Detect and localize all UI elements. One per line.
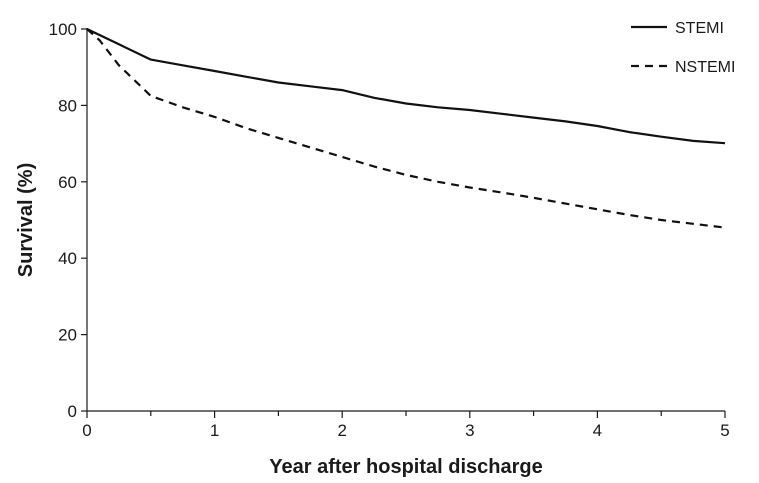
y-tick-label: 20 (58, 326, 77, 345)
legend: STEMI NSTEMI (631, 20, 735, 76)
x-tick-label: 0 (82, 421, 91, 440)
series-line-nstemi (86, 28, 726, 229)
series-line-stemi (86, 28, 726, 145)
x-axis-title: Year after hospital discharge (269, 456, 542, 478)
x-tick-label: 5 (720, 421, 729, 440)
x-tick-label: 2 (337, 421, 346, 440)
legend-label-nstemi: NSTEMI (675, 59, 735, 76)
legend-label-stemi: STEMI (675, 20, 724, 37)
x-tick-label: 4 (593, 421, 602, 440)
y-tick-label: 40 (58, 249, 77, 268)
y-tick-label: 60 (58, 173, 77, 192)
ticks: 0 20 40 60 80 100 0 1 2 3 4 5 (49, 20, 730, 440)
axes (86, 28, 725, 412)
x-tick-label: 3 (465, 421, 474, 440)
y-tick-label: 100 (49, 20, 77, 39)
y-axis-title: Survival (%) (15, 163, 37, 277)
series-layer (86, 28, 726, 229)
y-tick-label: 0 (68, 402, 77, 421)
y-tick-label: 80 (58, 96, 77, 115)
x-tick-label: 1 (210, 421, 219, 440)
